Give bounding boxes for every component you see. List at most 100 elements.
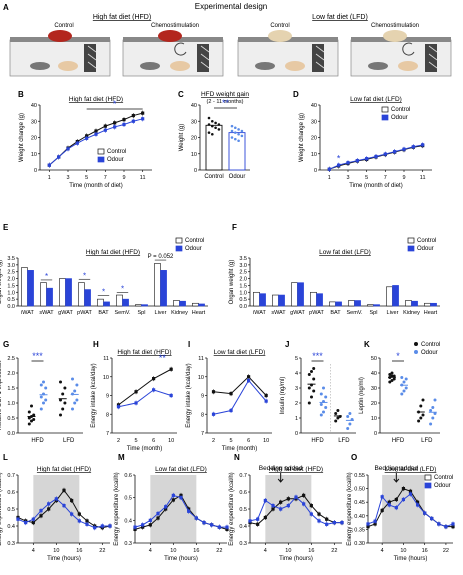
data-point <box>230 124 234 128</box>
data-point <box>393 150 397 154</box>
legend-label: Odour <box>185 246 202 252</box>
data-point <box>62 504 66 508</box>
bedding-annotation: Bedding added <box>259 465 303 472</box>
data-point <box>400 392 404 396</box>
data-point <box>380 508 384 512</box>
x-tick-label: 5 <box>365 175 368 181</box>
y-tick-label: 1.5 <box>239 283 247 289</box>
data-point <box>383 152 387 156</box>
data-point <box>417 419 421 423</box>
bar <box>21 267 28 307</box>
data-point <box>202 521 206 525</box>
data-point <box>27 422 31 426</box>
y-axis-label: Energy intake (kcal/day) <box>91 363 97 427</box>
data-point <box>47 502 51 506</box>
bar <box>405 300 412 307</box>
down-arrow-icon <box>277 473 284 483</box>
data-point <box>309 504 313 508</box>
y-tick-label: 2.5 <box>239 270 247 276</box>
data-point <box>77 512 81 516</box>
data-point <box>47 507 51 511</box>
x-axis-label: Time (month of diet) <box>349 183 402 189</box>
data-point <box>415 500 420 504</box>
bar <box>59 278 66 307</box>
x-tick-label: HFD <box>392 438 405 444</box>
panel-a-hfd-header: High fat diet (HFD) <box>93 14 151 21</box>
y-axis-label: Weight change (g) <box>299 113 305 162</box>
data-point <box>408 492 413 496</box>
data-point <box>61 407 65 411</box>
data-point <box>54 497 58 501</box>
legend-label: Odour <box>417 246 434 252</box>
data-point <box>59 398 62 402</box>
y-axis-label: Weight (g) <box>179 124 185 152</box>
y-tick-label: 0.3 <box>7 541 15 547</box>
panel-j: 0 1 2 3 4 5 Insulin (ng/ml) HFD LFD *** <box>280 351 356 444</box>
series-line <box>49 118 143 166</box>
significance-marker: * <box>113 99 117 109</box>
panel-letter-g: G <box>3 340 9 349</box>
data-point <box>312 389 316 393</box>
data-point <box>327 167 331 171</box>
y-axis-label: Energy expenditure (kcal/h) <box>229 472 235 545</box>
x-tick-label: 3 <box>66 175 69 181</box>
x-tick-label: HFD <box>31 438 44 444</box>
data-point <box>47 163 51 167</box>
data-point <box>334 412 338 415</box>
data-point <box>325 517 329 521</box>
data-point <box>62 488 66 492</box>
x-tick-label: 11 <box>420 175 426 181</box>
bar <box>116 294 123 307</box>
bar <box>411 300 418 307</box>
y-tick-label: 10 <box>31 152 37 158</box>
hfd-food-pellets-icon <box>158 30 182 42</box>
x-tick-label: SemV. <box>114 310 130 316</box>
data-point <box>59 413 62 417</box>
y-tick-label: 7 <box>201 431 204 437</box>
bar <box>424 302 431 307</box>
data-point <box>108 524 112 528</box>
y-tick-label: 40 <box>191 103 197 109</box>
data-point <box>387 503 391 507</box>
x-tick-label: 9 <box>122 175 125 181</box>
data-point <box>73 401 77 405</box>
chart-title: HFD weight gain <box>201 91 249 98</box>
legend-swatch <box>424 474 432 481</box>
data-point <box>429 422 433 426</box>
legend-label: Odour <box>391 115 408 121</box>
data-point <box>171 493 175 497</box>
x-tick-label: Liver <box>387 310 399 316</box>
panel-letter-i: I <box>188 340 190 349</box>
bar <box>135 304 142 307</box>
y-tick-label: 0.6 <box>124 473 132 479</box>
data-point <box>437 522 441 526</box>
data-point <box>31 521 35 525</box>
x-tick-label: pWAT <box>309 310 324 316</box>
data-point <box>85 519 89 523</box>
data-point <box>70 498 74 503</box>
significance-marker: *** <box>32 351 43 361</box>
bar <box>253 291 260 307</box>
cage-label-lfd-chemo: Chemostimulation <box>371 23 419 29</box>
legend-label: Odour <box>421 350 438 356</box>
data-point <box>286 497 290 501</box>
legend-swatch <box>414 342 418 346</box>
data-point <box>61 392 65 396</box>
y-tick-label: 0.7 <box>7 473 15 479</box>
panel-letter-n: N <box>234 453 240 462</box>
x-tick-label: 9 <box>402 175 405 181</box>
y-tick-label: 0.4 <box>239 524 247 530</box>
y-tick-label: 0.5 <box>239 507 247 513</box>
bedding-icon <box>285 61 305 71</box>
panel-letter-e: E <box>3 223 9 232</box>
data-point <box>271 504 275 508</box>
panel-letter-j: J <box>285 340 289 349</box>
data-point <box>42 401 45 405</box>
bar <box>348 300 355 307</box>
x-tick-label: 2 <box>117 438 120 444</box>
data-point <box>294 495 298 499</box>
y-tick-label: 30 <box>31 119 37 125</box>
y-tick-label: 4 <box>295 371 298 377</box>
chart-title: Low fat diet (LFD) <box>155 466 207 473</box>
data-point <box>240 129 244 133</box>
